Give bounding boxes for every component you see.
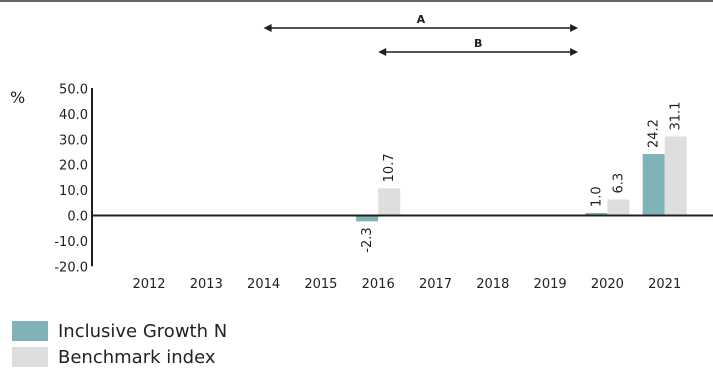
x-tick-label: 2014 — [247, 277, 280, 292]
bar-benchmark-2020 — [607, 199, 630, 216]
y-tick-label: -10.0 — [54, 235, 88, 250]
x-tick-label: 2016 — [362, 277, 395, 292]
legend-label-inclusive-growth: Inclusive Growth N — [58, 320, 228, 342]
data-label: 6.3 — [611, 173, 626, 194]
data-labels: -2.3 10.7 1.0 6.3 24.2 31.1 — [360, 102, 684, 253]
legend-label-benchmark-index: Benchmark index — [58, 346, 216, 368]
bar-inclusive-growth-2021 — [642, 154, 665, 216]
x-tick-label: 2015 — [304, 277, 337, 292]
y-tick-label: 20.0 — [59, 159, 88, 174]
annotation-label-B: B — [474, 37, 482, 50]
data-label: 24.2 — [647, 119, 662, 148]
bar-inclusive-growth-2020 — [585, 212, 608, 216]
y-tick-label: 50.0 — [59, 83, 88, 98]
y-tick-label: 0.0 — [67, 210, 88, 225]
annotation-arrow-left-A — [263, 24, 272, 32]
bars — [356, 136, 687, 222]
period-annotations: AB — [263, 13, 579, 56]
y-tick-label: 40.0 — [59, 108, 88, 123]
axes — [91, 88, 713, 267]
bar-benchmark-2016 — [378, 188, 401, 216]
annotation-arrow-left-B — [378, 48, 387, 56]
x-tick-label: 2019 — [534, 277, 567, 292]
legend: Inclusive Growth N Benchmark index — [12, 318, 227, 370]
legend-swatch-inclusive-growth — [12, 321, 48, 341]
x-tick-label: 2020 — [591, 277, 624, 292]
legend-item-inclusive-growth: Inclusive Growth N — [12, 318, 227, 344]
data-label: -2.3 — [360, 227, 375, 252]
x-tick-label: 2018 — [476, 277, 509, 292]
bar-benchmark-2021 — [664, 136, 687, 216]
legend-item-benchmark-index: Benchmark index — [12, 344, 227, 370]
x-tick-label: 2013 — [190, 277, 223, 292]
x-tick-label: 2017 — [419, 277, 452, 292]
x-tick-label: 2012 — [132, 277, 165, 292]
y-axis-unit-label: % — [10, 88, 25, 107]
bar-chart: % AB 50.040.030.020.010.00.0-10.0-20.0 2… — [10, 13, 713, 292]
x-axis-tick-labels: 2012 2013 2014 2015 2016 2017 2018 2019 2020 2021 — [132, 277, 681, 292]
y-axis-tick-labels: 50.0 40.0 30.0 20.0 10.0 0.0 -10.0 -20.0 — [54, 83, 88, 276]
legend-swatch-benchmark-index — [12, 347, 48, 367]
y-tick-label: -20.0 — [54, 260, 88, 275]
annotation-arrow-right-B — [570, 48, 579, 56]
x-tick-label: 2021 — [648, 277, 681, 292]
bar-inclusive-growth-2016 — [356, 215, 379, 222]
data-label: 31.1 — [669, 102, 684, 131]
y-tick-label: 10.0 — [59, 184, 88, 199]
annotation-label-A: A — [417, 13, 426, 26]
annotation-arrow-right-A — [570, 24, 579, 32]
data-label: 10.7 — [382, 153, 397, 182]
data-label: 1.0 — [589, 186, 604, 207]
top-rule — [0, 0, 713, 2]
y-tick-label: 30.0 — [59, 133, 88, 148]
